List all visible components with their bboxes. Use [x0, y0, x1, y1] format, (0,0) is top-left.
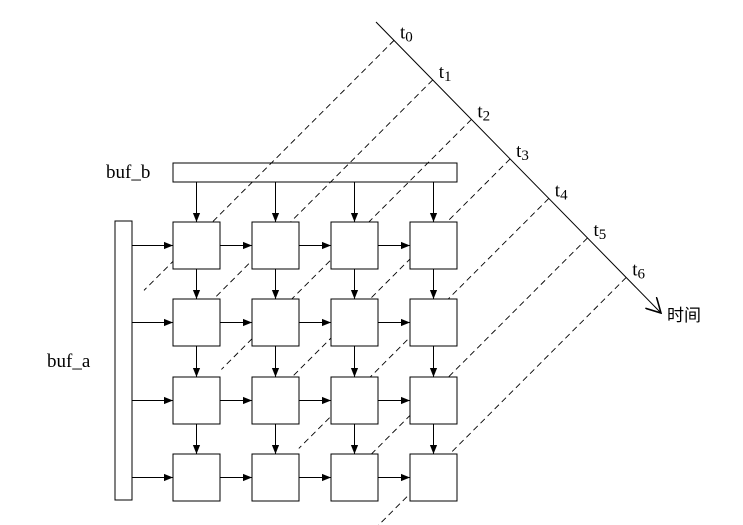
- processing-element: [251, 298, 300, 347]
- processing-element: [330, 453, 379, 502]
- processing-element: [409, 376, 458, 425]
- processing-element: [409, 221, 458, 270]
- data-flow-arrows: [132, 182, 438, 482]
- time-tick-label: t5: [594, 220, 607, 243]
- buf-b-bar: [172, 162, 458, 183]
- processing-element: [330, 221, 379, 270]
- processing-element: [172, 298, 221, 347]
- time-tick-labels: t0 t1 t2 t3 t4 t5 t6: [400, 22, 645, 282]
- buf-b-label: buf_b: [106, 162, 150, 183]
- time-tick-label: t3: [516, 141, 529, 164]
- time-wavefront-line: [259, 158, 511, 410]
- time-tick-label: t4: [555, 180, 568, 203]
- processing-element: [172, 376, 221, 425]
- time-tick-label: t1: [439, 62, 452, 85]
- time-tick-label: t0: [400, 22, 413, 45]
- time-axis-label: 时间: [667, 306, 701, 326]
- processing-element: [251, 221, 300, 270]
- time-axis-arrow: [375, 21, 661, 313]
- processing-element: [251, 376, 300, 425]
- processing-element: [409, 453, 458, 502]
- processing-element: [330, 376, 379, 425]
- processing-element: [172, 453, 221, 502]
- processing-element: [251, 453, 300, 502]
- processing-element-grid: [172, 221, 458, 502]
- processing-element: [172, 221, 221, 270]
- time-wavefront-line: [337, 237, 588, 489]
- buf-a-label: buf_a: [47, 351, 91, 372]
- time-tick-label: t2: [477, 101, 490, 124]
- processing-element: [409, 298, 458, 347]
- processing-element: [330, 298, 379, 347]
- time-wavefront-line: [182, 79, 434, 331]
- time-tick-label: t6: [632, 259, 645, 282]
- buf-a-bar: [114, 220, 133, 501]
- time-wavefront-lines: [143, 40, 627, 525]
